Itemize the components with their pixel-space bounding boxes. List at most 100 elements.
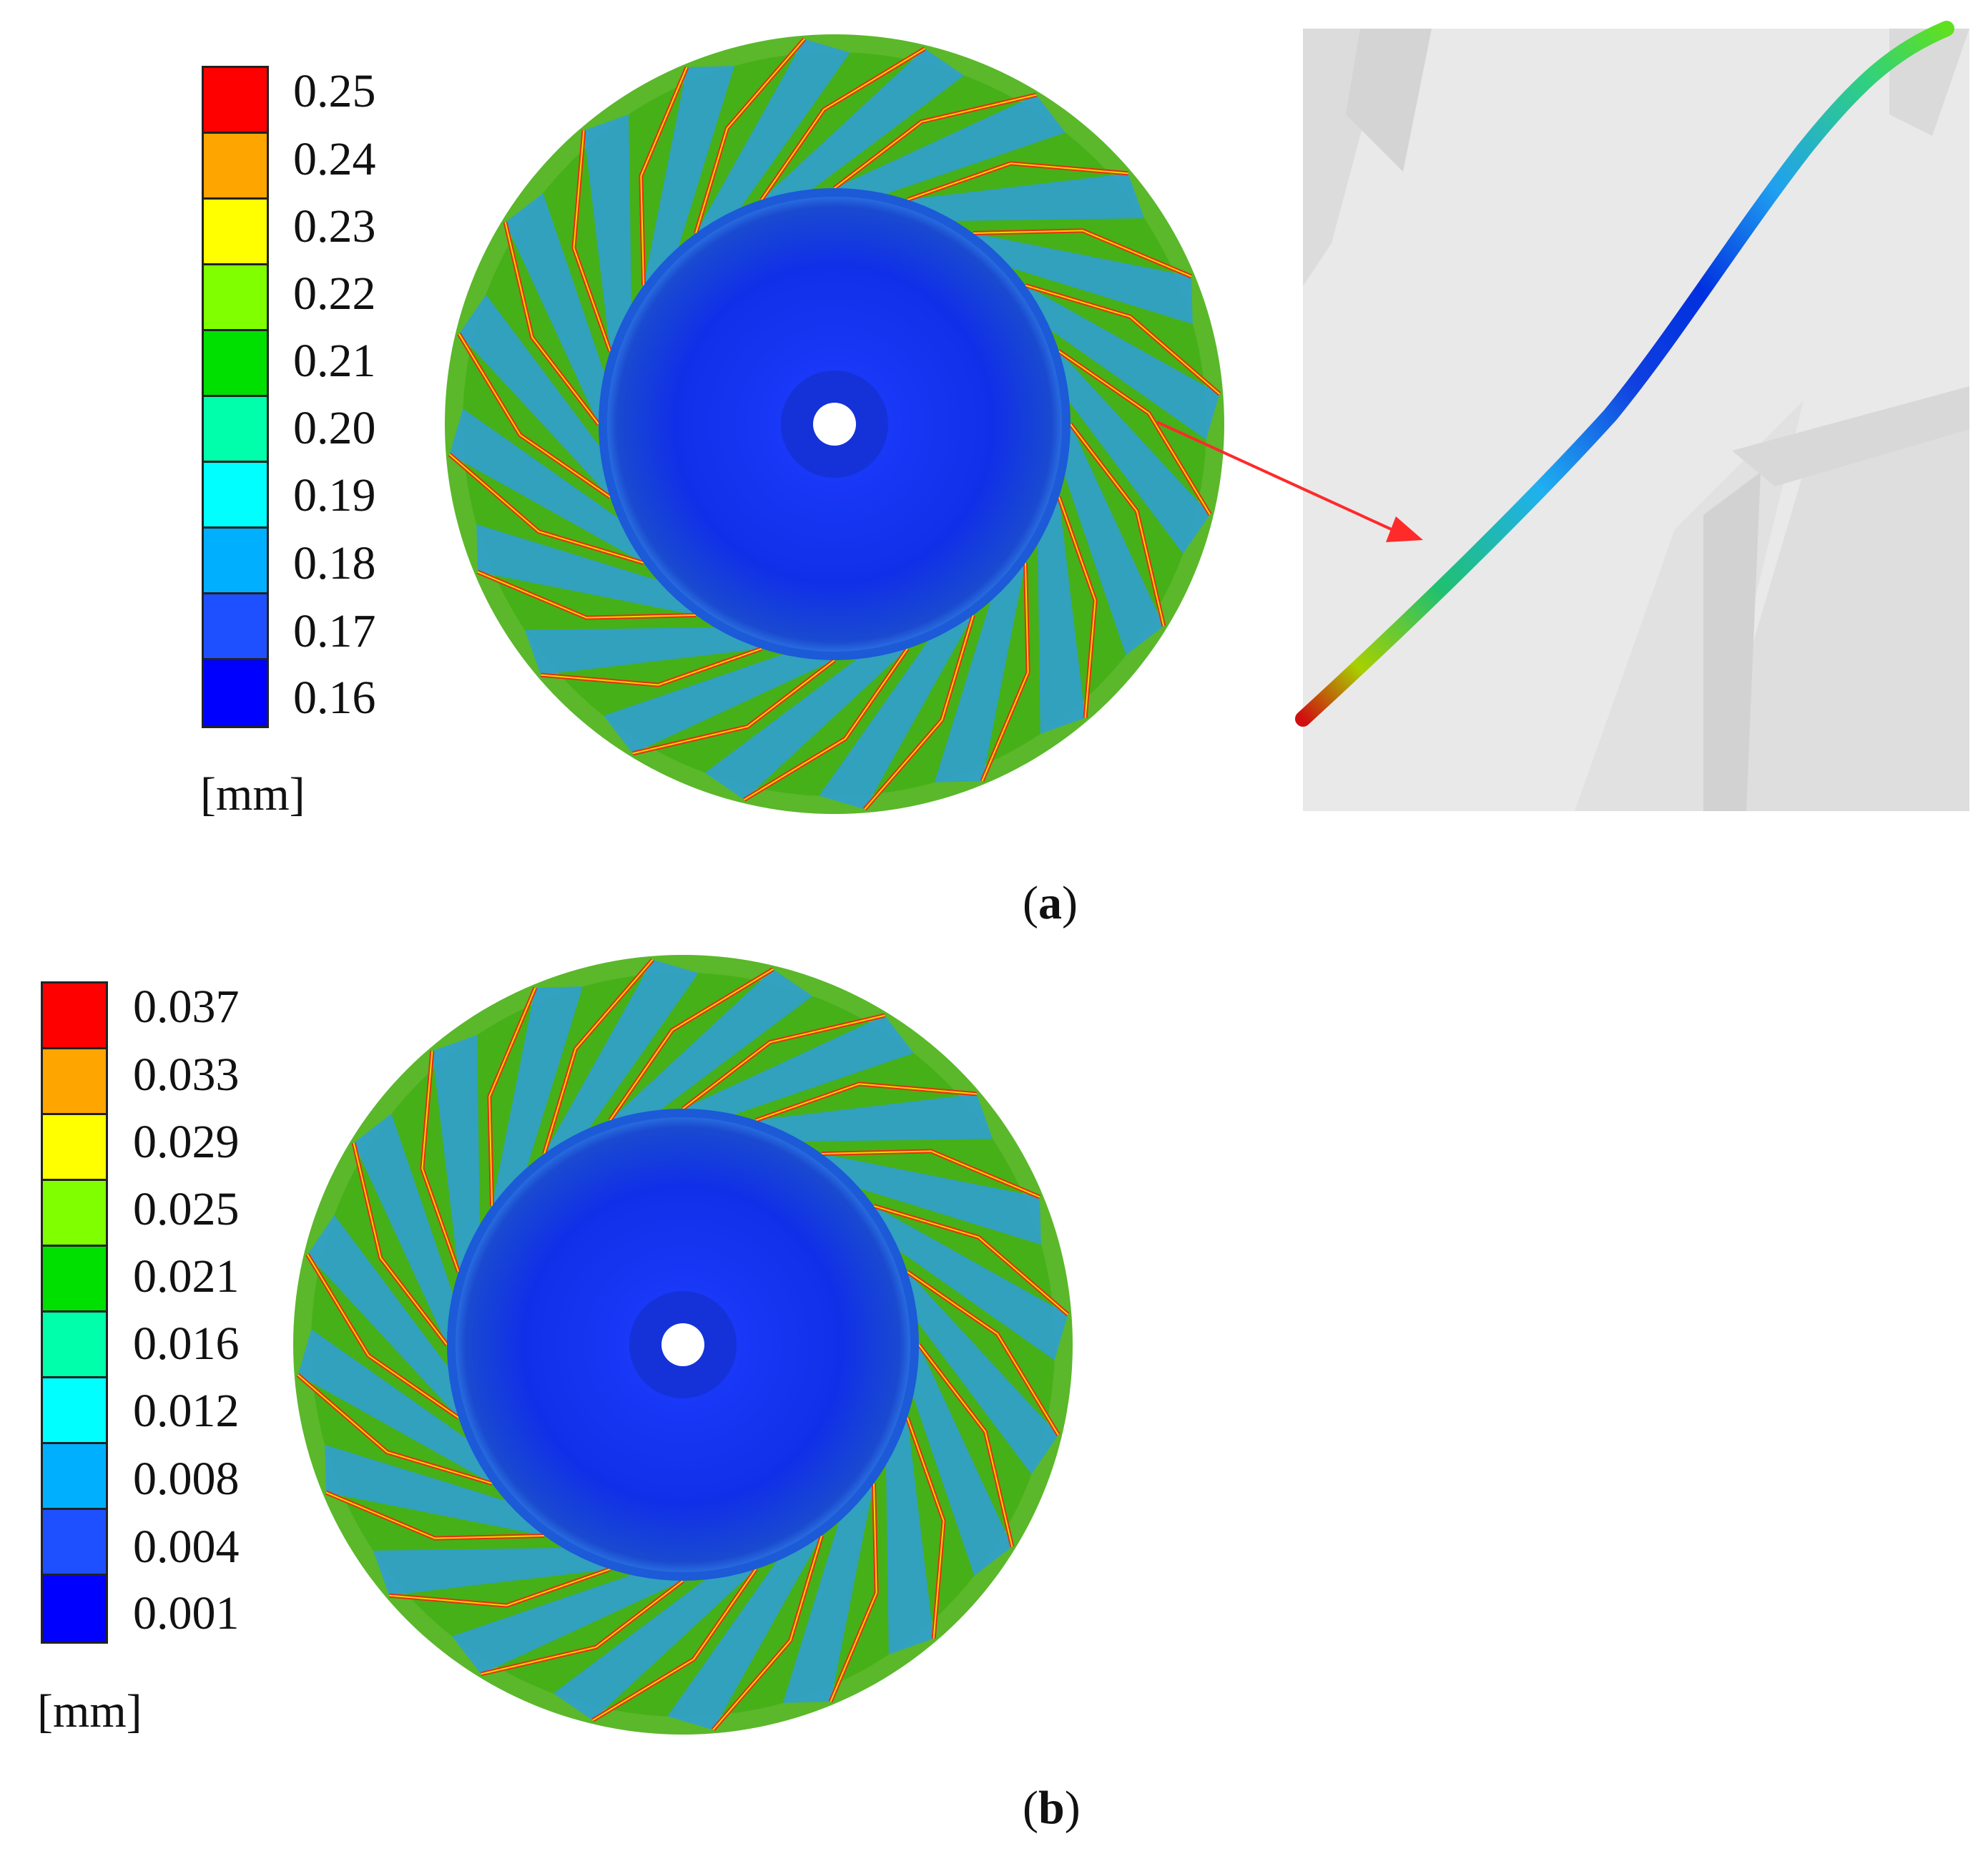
legend-label: 0.029 [133, 1116, 240, 1168]
legend-label: 0.22 [293, 268, 376, 320]
blade-edge-highlight [755, 1083, 977, 1122]
blade-passage [544, 959, 699, 1154]
blade-passage [584, 114, 631, 352]
blade-passage [819, 614, 973, 810]
blade-edge-highlight [632, 659, 835, 755]
shaft-bore [661, 1323, 704, 1366]
blade-passage [782, 1483, 874, 1703]
zoom-arrow [1156, 421, 1423, 542]
legend-swatch [43, 1576, 106, 1642]
legend-unit-label: [mm] [37, 1685, 142, 1737]
inset-blade-shadow [1703, 472, 1761, 811]
blade-passage [604, 654, 835, 754]
blade-edge-highlight [307, 1254, 459, 1418]
blade-edge-highlight [761, 48, 925, 200]
blade-edge-highlight [389, 1568, 611, 1607]
legend-label: 0.25 [293, 65, 376, 117]
blade-passage [644, 66, 735, 286]
blade-edge-highlight [541, 647, 762, 686]
legend-label: 0.025 [133, 1183, 240, 1235]
legend-label: 0.23 [293, 200, 376, 252]
legend-swatch [204, 660, 267, 726]
blade-passage [821, 1154, 1041, 1245]
panel-caption-a: (a) [1023, 877, 1078, 929]
panel-caption-b: (b) [1023, 1782, 1081, 1834]
legend-swatch [43, 1378, 106, 1444]
panel-a: 0.25 0.24 0.23 0.22 0.21 0.20 0.19 0.18 … [200, 21, 1969, 929]
legend-swatch [43, 984, 106, 1049]
blade-edge-highlight [973, 230, 1192, 278]
blade-passage [505, 193, 604, 424]
blade-passage [297, 1329, 493, 1483]
legend-label: 0.19 [293, 469, 376, 521]
blade-edge-highlight [864, 614, 974, 810]
blade-edge-highlight [1058, 496, 1096, 718]
legend-swatch [43, 1181, 106, 1247]
blade-passage [667, 1535, 822, 1730]
blade-passage [886, 1417, 934, 1655]
blade-edge-highlight [744, 648, 908, 800]
blade-passage [452, 1575, 683, 1674]
legend-swatch [204, 463, 267, 529]
legend-label: 0.24 [293, 133, 376, 185]
legend-swatch [43, 1247, 106, 1313]
blade-edge-highlight [477, 571, 697, 619]
shaft-bore [813, 403, 856, 446]
caption-letter: a [1038, 877, 1062, 929]
impeller-deformation-contour-b [293, 955, 1073, 1735]
blade-passage [373, 1548, 611, 1596]
caption-letter: b [1038, 1782, 1065, 1834]
legend-swatch [43, 1313, 106, 1378]
blade-passage [353, 1114, 453, 1345]
legend-label: 0.008 [133, 1453, 240, 1505]
impeller-model [445, 34, 1224, 814]
legend-swatch [204, 529, 267, 594]
blade-edge-contour [1295, 21, 1954, 727]
legend-label: 0.016 [133, 1318, 240, 1370]
blade-passage [432, 1034, 480, 1272]
blade-edge-highlight [297, 1374, 493, 1484]
blade-edge-highlight [609, 968, 774, 1121]
blade-edge-highlight [640, 67, 688, 286]
colorbar-legend-b [41, 981, 108, 1644]
blade-edge-highlight [981, 562, 1029, 782]
blade-edge-highlight [421, 1051, 460, 1272]
legend-label: 0.18 [293, 537, 376, 589]
blade-passage [1025, 285, 1220, 440]
legend-label: 0.20 [293, 402, 376, 454]
legend-label: 0.001 [133, 1587, 240, 1639]
legend-swatch [204, 594, 267, 660]
inset-blade-shadow [1703, 386, 1969, 811]
blade-edge-highlight [830, 1483, 877, 1702]
blade-passage [755, 1094, 993, 1142]
blade-passage [476, 524, 697, 615]
blade-passage [696, 39, 850, 234]
legend-swatch [43, 1115, 106, 1181]
blade-edge-highlight [907, 162, 1128, 201]
blade-passage [449, 408, 644, 563]
legend-label: 0.16 [293, 672, 376, 724]
blade-edge-highlight [449, 453, 644, 564]
blade-edge-highlight [834, 94, 1037, 189]
blade-edge-highlight [1025, 285, 1220, 395]
blade-edge-highlight [543, 959, 654, 1154]
legend-label: 0.17 [293, 605, 376, 657]
blade-passage [492, 986, 584, 1207]
blade-edge-highlight [458, 333, 611, 498]
legend-label: 0.012 [133, 1385, 240, 1437]
legend-swatch [43, 1049, 106, 1115]
blade-passage [307, 1215, 459, 1418]
blade-edge-highlight [873, 1205, 1068, 1315]
blade-passage [762, 48, 965, 200]
blade-edge-highlight [353, 1142, 448, 1345]
blade-passage [325, 1444, 545, 1536]
blade-edge-highlight [918, 1344, 1013, 1547]
blade-edge-highlight [712, 1535, 822, 1730]
blade-passage [524, 627, 762, 675]
blade-edge-highlight [592, 1569, 757, 1721]
arrow-line [1156, 421, 1395, 532]
blade-passage [1058, 351, 1211, 554]
blade-edge-highlight [1058, 350, 1211, 515]
legend-unit-label: [mm] [200, 768, 305, 820]
legend-label: 0.004 [133, 1521, 240, 1573]
